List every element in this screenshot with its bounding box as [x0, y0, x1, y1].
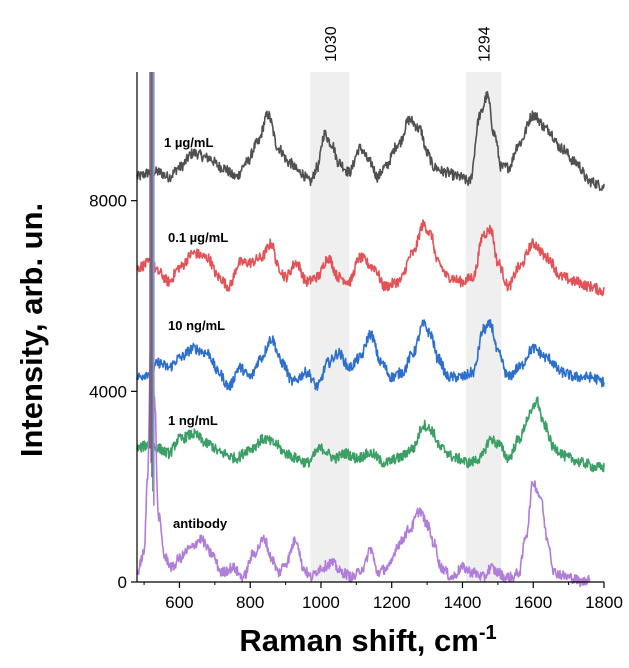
x-tick-label-800: 800	[236, 593, 264, 612]
series-line-1	[136, 219, 605, 297]
x-axis-title: Raman shift, cm-1	[239, 622, 496, 658]
series-label-3: 1 ng/mL	[168, 413, 218, 428]
series-line-3	[136, 396, 605, 473]
x-tick-label-1800: 1800	[585, 593, 623, 612]
x-tick-label-1600: 1600	[514, 593, 552, 612]
y-tick-label-8000: 8000	[89, 192, 127, 211]
series-label-1: 0.1 µg/mL	[168, 230, 228, 245]
x-tick-label-1200: 1200	[373, 593, 411, 612]
y-tick-label-4000: 4000	[89, 382, 127, 401]
y-axis-title: Intensity, arb. un.	[14, 203, 49, 457]
band-label-1294: 1294	[477, 26, 494, 62]
labels-layer: 1030 1294 1 µg/mL 0.1 µg/mL 10 ng/mL 1 ng/mL a…	[164, 26, 494, 531]
series-layer	[136, 72, 605, 588]
series-line-2	[136, 319, 605, 391]
series-line-0	[136, 91, 605, 192]
series-label-0: 1 µg/mL	[164, 135, 213, 150]
bands-layer	[310, 72, 502, 582]
series-line-4	[136, 320, 591, 588]
x-tick-label-1000: 1000	[302, 593, 340, 612]
band-label-1030: 1030	[323, 26, 340, 62]
x-tick-label-1400: 1400	[444, 593, 482, 612]
y-tick-label-0: 0	[118, 573, 127, 592]
series-label-2: 10 ng/mL	[168, 318, 225, 333]
series-label-4: antibody	[173, 516, 228, 531]
band-1030	[310, 72, 350, 582]
x-tick-label-600: 600	[165, 593, 193, 612]
axes-layer: 600 800 1000 1200 1400 1600 1800 0 4000 8000	[89, 72, 623, 612]
